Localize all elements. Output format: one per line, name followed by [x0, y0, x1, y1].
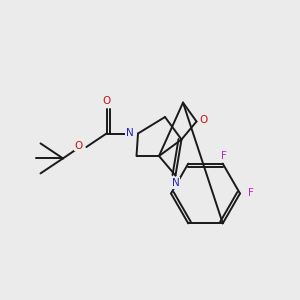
Text: F: F	[221, 151, 227, 161]
Text: O: O	[102, 96, 111, 106]
Text: N: N	[126, 128, 134, 139]
Text: N: N	[172, 178, 179, 188]
Text: F: F	[248, 188, 254, 199]
Text: O: O	[74, 140, 83, 151]
Text: O: O	[199, 115, 207, 125]
